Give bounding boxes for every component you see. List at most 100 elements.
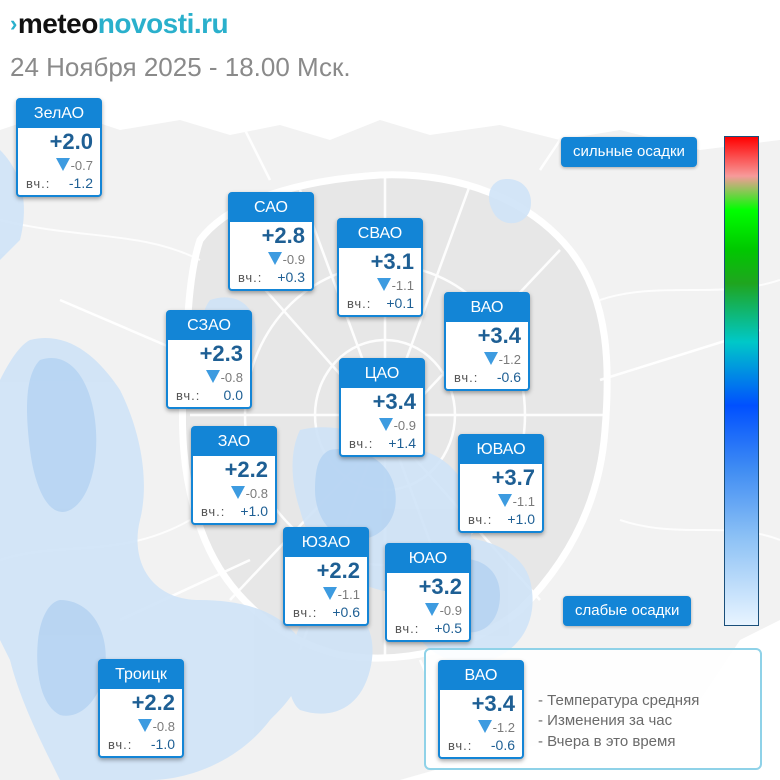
- district-card-svao: СВАО +3.1 -1.1 вч.: +0.1: [337, 218, 423, 317]
- change-value: -1.1: [337, 587, 360, 602]
- triangle-down-icon: [424, 603, 439, 616]
- key-line-hourly-change: - Изменения за час: [538, 712, 673, 729]
- key-line-temperature: - Температура средняя: [538, 692, 700, 709]
- district-temperature: +3.2: [418, 574, 462, 599]
- yesterday-value: +1.0: [507, 511, 535, 527]
- district-hourly-change: -1.1: [322, 587, 360, 602]
- district-hourly-change: -0.8: [230, 486, 268, 501]
- yesterday-label: вч.:: [349, 436, 374, 451]
- district-card-zao: ЗАО +2.2 -0.8 вч.: +1.0: [191, 426, 277, 525]
- legend-weak-precipitation: слабые осадки: [563, 596, 692, 626]
- yesterday-label: вч.:: [468, 512, 493, 527]
- yesterday-value: -0.6: [496, 369, 521, 385]
- district-hourly-change: -1.2: [477, 720, 515, 735]
- district-hourly-change: -1.1: [497, 494, 535, 509]
- district-hourly-change: -1.2: [483, 352, 521, 367]
- district-name: САО: [230, 194, 312, 222]
- change-value: -0.9: [439, 603, 462, 618]
- district-hourly-change: -0.8: [137, 719, 175, 734]
- yesterday-value: -1.2: [68, 175, 93, 191]
- yesterday-value: +0.1: [386, 295, 414, 311]
- district-temperature: +2.2: [131, 690, 175, 715]
- district-hourly-change: -0.9: [378, 418, 416, 433]
- yesterday-value: -1.0: [150, 736, 175, 752]
- district-name: СВАО: [339, 220, 421, 248]
- change-value: -0.8: [152, 719, 175, 734]
- change-value: -0.8: [245, 486, 268, 501]
- triangle-down-icon: [477, 720, 492, 733]
- district-card-yuzao: ЮЗАО +2.2 -1.1 вч.: +0.6: [283, 527, 369, 626]
- key-line-yesterday: - Вчера в это время: [538, 733, 676, 750]
- district-hourly-change: -0.7: [55, 158, 93, 173]
- triangle-down-icon: [205, 370, 220, 383]
- yesterday-value: -0.6: [490, 737, 515, 753]
- district-card-tsao: ЦАО +3.4 -0.9 вч.: +1.4: [339, 358, 425, 457]
- district-card-szao: СЗАО +2.3 -0.8 вч.: 0.0: [166, 310, 252, 409]
- legend-strong-precipitation: сильные осадки: [561, 137, 697, 167]
- district-card-sao: САО +2.8 -0.9 вч.: +0.3: [228, 192, 314, 291]
- district-name: ЮВАО: [460, 436, 542, 464]
- logo-text-novosti: novosti.ru: [97, 8, 229, 39]
- district-hourly-change: -0.8: [205, 370, 243, 385]
- district-name: СЗАО: [168, 312, 250, 340]
- district-card-yuvao: ЮВАО +3.7 -1.1 вч.: +1.0: [458, 434, 544, 533]
- district-temperature: +3.4: [372, 389, 416, 414]
- district-card-yuao: ЮАО +3.2 -0.9 вч.: +0.5: [385, 543, 471, 642]
- district-hourly-change: -0.9: [267, 252, 305, 267]
- yesterday-label: вч.:: [395, 621, 420, 636]
- triangle-down-icon: [376, 278, 391, 291]
- logo-text-meteo: meteo: [17, 8, 98, 39]
- district-name: ВАО: [446, 294, 528, 322]
- district-temperature: +3.7: [491, 465, 535, 490]
- change-value: -0.9: [282, 252, 305, 267]
- logo-mark-icon: ›: [10, 11, 17, 36]
- district-name: ЮЗАО: [285, 529, 367, 557]
- triangle-down-icon: [267, 252, 282, 265]
- site-logo[interactable]: ›meteonovosti.ru: [10, 8, 229, 40]
- yesterday-value: 0.0: [223, 387, 243, 403]
- triangle-down-icon: [137, 719, 152, 732]
- yesterday-value: +0.6: [332, 604, 360, 620]
- forecast-datetime: 24 Ноября 2025 - 18.00 Мск.: [10, 52, 351, 82]
- triangle-down-icon: [378, 418, 393, 431]
- triangle-down-icon: [483, 352, 498, 365]
- district-temperature: +3.1: [370, 249, 414, 274]
- district-card-vao: ВАО +3.4 -1.2 вч.: -0.6: [444, 292, 530, 391]
- district-temperature: +2.8: [261, 223, 305, 248]
- yesterday-label: вч.:: [347, 296, 372, 311]
- district-card-zelao: ЗелАО +2.0 -0.7 вч.: -1.2: [16, 98, 102, 197]
- district-name: ЗелАО: [18, 100, 100, 128]
- district-temperature: +2.2: [224, 457, 268, 482]
- yesterday-label: вч.:: [454, 370, 479, 385]
- change-value: -1.2: [492, 720, 515, 735]
- district-temperature: +2.0: [49, 129, 93, 154]
- yesterday-label: вч.:: [448, 738, 473, 753]
- card-legend-key: ВАО +3.4 -1.2 вч.: -0.6 - Температура ср…: [424, 648, 762, 770]
- triangle-down-icon: [55, 158, 70, 171]
- yesterday-label: вч.:: [293, 605, 318, 620]
- yesterday-label: вч.:: [108, 737, 133, 752]
- yesterday-value: +1.0: [240, 503, 268, 519]
- change-value: -1.2: [498, 352, 521, 367]
- district-name: Троицк: [100, 661, 182, 689]
- triangle-down-icon: [230, 486, 245, 499]
- yesterday-label: вч.:: [176, 388, 201, 403]
- sample-district-card: ВАО +3.4 -1.2 вч.: -0.6: [438, 660, 524, 759]
- district-temperature: +3.4: [471, 691, 515, 716]
- district-name: ВАО: [440, 662, 522, 690]
- yesterday-label: вч.:: [26, 176, 51, 191]
- change-value: -0.7: [70, 158, 93, 173]
- precipitation-color-scale: [724, 136, 759, 626]
- district-card-troitsk: Троицк +2.2 -0.8 вч.: -1.0: [98, 659, 184, 758]
- triangle-down-icon: [497, 494, 512, 507]
- district-hourly-change: -0.9: [424, 603, 462, 618]
- district-hourly-change: -1.1: [376, 278, 414, 293]
- change-value: -1.1: [512, 494, 535, 509]
- change-value: -1.1: [391, 278, 414, 293]
- change-value: -0.9: [393, 418, 416, 433]
- district-name: ЗАО: [193, 428, 275, 456]
- yesterday-value: +1.4: [388, 435, 416, 451]
- yesterday-label: вч.:: [201, 504, 226, 519]
- district-temperature: +2.2: [316, 558, 360, 583]
- yesterday-label: вч.:: [238, 270, 263, 285]
